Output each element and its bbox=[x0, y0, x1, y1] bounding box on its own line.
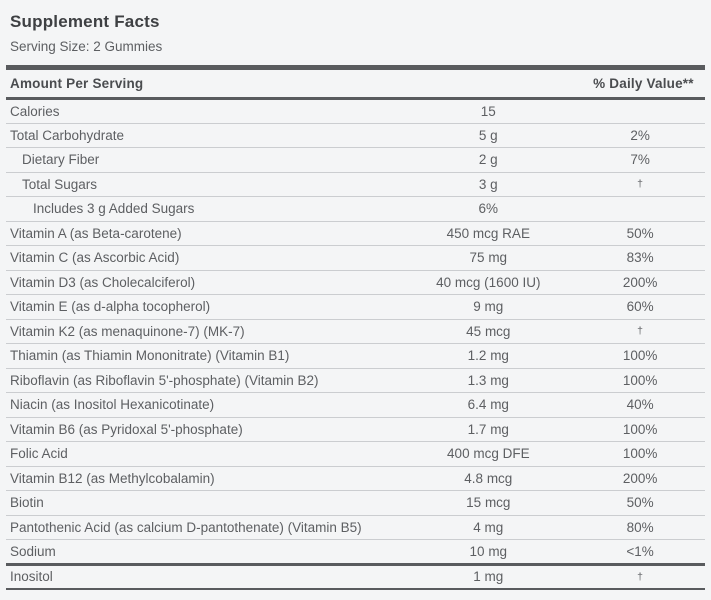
nutrient-amount: 2 g bbox=[383, 147, 594, 173]
nutrient-name: Vitamin E (as d-alpha tocopherol) bbox=[6, 294, 384, 320]
nutrient-daily-value: <1% bbox=[593, 539, 705, 566]
nutrient-daily-value: 83% bbox=[593, 245, 705, 271]
table-row: Vitamin D3 (as Cholecalciferol) 40 mcg (… bbox=[6, 270, 705, 295]
nutrient-daily-value: 80% bbox=[593, 515, 705, 540]
nutrient-amount: 4.8 mcg bbox=[383, 466, 594, 491]
table-row: Niacin (as Inositol Hexanicotinate) 6.4 … bbox=[6, 392, 705, 418]
nutrient-daily-value: 100% bbox=[593, 343, 705, 369]
table-row: Riboflavin (as Riboflavin 5'-phosphate) … bbox=[6, 368, 705, 393]
nutrient-name: Dietary Fiber bbox=[6, 147, 384, 173]
nutrient-name: Vitamin B12 (as Methylcobalamin) bbox=[6, 466, 384, 491]
nutrient-name: Includes 3 g Added Sugars bbox=[6, 196, 384, 222]
nutrient-amount: 15 mcg bbox=[383, 490, 594, 516]
nutrient-amount: 10 mg bbox=[383, 539, 594, 566]
table-row: Vitamin K2 (as menaquinone-7) (MK-7) 45 … bbox=[6, 319, 705, 344]
nutrient-daily-value: † bbox=[593, 172, 705, 197]
column-header-amount-per-serving: Amount Per Serving bbox=[6, 65, 594, 100]
nutrient-name: Vitamin C (as Ascorbic Acid) bbox=[6, 245, 384, 271]
nutrient-amount: 4 mg bbox=[383, 515, 594, 540]
nutrient-daily-value: 100% bbox=[593, 417, 705, 442]
table-row: Total Sugars 3 g † bbox=[6, 172, 705, 197]
nutrient-amount: 1 mg bbox=[383, 564, 594, 590]
nutrient-amount: 1.3 mg bbox=[383, 368, 594, 393]
table-row: Vitamin B12 (as Methylcobalamin) 4.8 mcg… bbox=[6, 466, 705, 491]
nutrient-amount: 450 mcg RAE bbox=[383, 221, 594, 246]
table-row: Vitamin E (as d-alpha tocopherol) 9 mg 6… bbox=[6, 294, 705, 320]
nutrient-amount: 3 g bbox=[383, 172, 594, 197]
nutrient-name: Total Sugars bbox=[6, 172, 384, 197]
nutrient-name: Vitamin A (as Beta-carotene) bbox=[6, 221, 384, 246]
column-header-daily-value: % Daily Value** bbox=[593, 65, 705, 100]
nutrient-amount: 1.7 mg bbox=[383, 417, 594, 442]
table-row: Includes 3 g Added Sugars 6% bbox=[6, 196, 705, 222]
nutrient-name: Biotin bbox=[6, 490, 384, 516]
facts-table-header-row: Amount Per Serving % Daily Value** bbox=[6, 65, 705, 100]
nutrient-amount: 40 mcg (1600 IU) bbox=[383, 270, 594, 295]
nutrient-daily-value: 200% bbox=[593, 466, 705, 491]
table-row: Pantothenic Acid (as calcium D-pantothen… bbox=[6, 515, 705, 540]
nutrient-daily-value: 50% bbox=[593, 490, 705, 516]
nutrient-amount: 6.4 mg bbox=[383, 392, 594, 418]
nutrient-daily-value: 200% bbox=[593, 270, 705, 295]
nutrient-amount: 45 mcg bbox=[383, 319, 594, 344]
table-row: Thiamin (as Thiamin Mononitrate) (Vitami… bbox=[6, 343, 705, 369]
nutrient-amount: 9 mg bbox=[383, 294, 594, 320]
nutrient-name: Riboflavin (as Riboflavin 5'-phosphate) … bbox=[6, 368, 384, 393]
nutrient-daily-value: 60% bbox=[593, 294, 705, 320]
table-row: Biotin 15 mcg 50% bbox=[6, 490, 705, 516]
nutrient-name: Niacin (as Inositol Hexanicotinate) bbox=[6, 392, 384, 418]
nutrient-name: Vitamin D3 (as Cholecalciferol) bbox=[6, 270, 384, 295]
table-row: Sodium 10 mg <1% bbox=[6, 539, 705, 566]
nutrient-amount: 5 g bbox=[383, 123, 594, 148]
nutrient-daily-value: 50% bbox=[593, 221, 705, 246]
table-row: Vitamin C (as Ascorbic Acid) 75 mg 83% bbox=[6, 245, 705, 271]
nutrient-daily-value: 7% bbox=[593, 147, 705, 173]
nutrient-amount: 75 mg bbox=[383, 245, 594, 271]
nutrient-daily-value: † bbox=[593, 319, 705, 344]
nutrient-name: Folic Acid bbox=[6, 441, 384, 467]
nutrient-daily-value: 2% bbox=[593, 123, 705, 148]
table-row: Dietary Fiber 2 g 7% bbox=[6, 147, 705, 173]
nutrient-name: Total Carbohydrate bbox=[6, 123, 384, 148]
nutrient-amount: 1.2 mg bbox=[383, 343, 594, 369]
nutrient-name: Calories bbox=[6, 98, 384, 124]
nutrient-name: Inositol bbox=[6, 564, 384, 590]
nutrient-name: Vitamin K2 (as menaquinone-7) (MK-7) bbox=[6, 319, 384, 344]
nutrient-daily-value: 100% bbox=[593, 368, 705, 393]
nutrient-name: Pantothenic Acid (as calcium D-pantothen… bbox=[6, 515, 384, 540]
panel-title: Supplement Facts bbox=[10, 12, 160, 31]
table-row: Total Carbohydrate 5 g 2% bbox=[6, 123, 705, 148]
facts-table: Amount Per Serving % Daily Value** Calor… bbox=[6, 65, 705, 590]
serving-size-text: Serving Size: 2 Gummies bbox=[10, 39, 163, 54]
nutrient-amount: 15 bbox=[383, 98, 594, 124]
facts-table-body: Calories 15 Total Carbohydrate 5 g 2% Di… bbox=[6, 98, 705, 590]
nutrient-daily-value: 100% bbox=[593, 441, 705, 467]
nutrient-daily-value bbox=[593, 98, 705, 124]
table-row: Folic Acid 400 mcg DFE 100% bbox=[6, 441, 705, 467]
nutrient-amount: 6% bbox=[383, 196, 594, 222]
table-row: Vitamin B6 (as Pyridoxal 5'-phosphate) 1… bbox=[6, 417, 705, 442]
nutrient-name: Vitamin B6 (as Pyridoxal 5'-phosphate) bbox=[6, 417, 384, 442]
nutrient-name: Thiamin (as Thiamin Mononitrate) (Vitami… bbox=[6, 343, 384, 369]
nutrient-amount: 400 mcg DFE bbox=[383, 441, 594, 467]
nutrient-daily-value: † bbox=[593, 564, 705, 590]
table-row: Vitamin A (as Beta-carotene) 450 mcg RAE… bbox=[6, 221, 705, 246]
nutrient-daily-value: 40% bbox=[593, 392, 705, 418]
nutrient-name: Sodium bbox=[6, 539, 384, 566]
table-row: Inositol 1 mg † bbox=[6, 564, 705, 590]
nutrient-daily-value bbox=[593, 196, 705, 222]
table-row: Calories 15 bbox=[6, 98, 705, 124]
